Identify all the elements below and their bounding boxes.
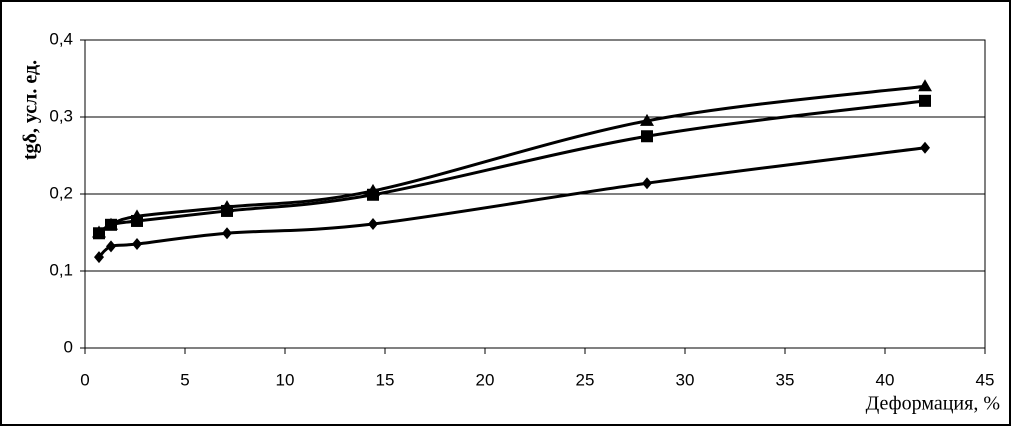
- marker: [92, 225, 106, 238]
- y-tick-label: 0,2: [49, 183, 73, 202]
- marker: [132, 238, 142, 251]
- x-tick-label: 0: [80, 370, 89, 389]
- x-tick-label: 45: [976, 370, 995, 389]
- marker: [106, 240, 116, 253]
- marker: [919, 94, 931, 107]
- marker: [104, 217, 118, 230]
- y-tick-label: 0: [64, 337, 73, 356]
- marker: [368, 218, 378, 231]
- x-tick-label: 30: [676, 370, 695, 389]
- x-tick-label: 10: [276, 370, 295, 389]
- series-line: [97, 146, 926, 259]
- marker: [640, 113, 654, 126]
- y-tick-label: 0,1: [49, 260, 73, 279]
- series-line: [98, 84, 926, 234]
- marker: [641, 130, 653, 143]
- x-tick-label: 35: [776, 370, 795, 389]
- x-tick-label: 15: [376, 370, 395, 389]
- y-tick-label: 0,4: [49, 29, 73, 48]
- marker: [920, 141, 930, 154]
- marker: [222, 227, 232, 240]
- x-tick-label: 20: [476, 370, 495, 389]
- x-axis-title: Деформация, %: [866, 393, 1000, 415]
- y-axis-title: tgδ, усл. ед.: [20, 60, 42, 160]
- y-tick-label: 0,3: [49, 106, 73, 125]
- marker: [642, 177, 652, 190]
- x-tick-label: 25: [576, 370, 595, 389]
- marker: [918, 79, 932, 92]
- marker: [130, 209, 144, 222]
- marker: [220, 200, 234, 213]
- marker: [366, 183, 380, 196]
- x-tick-label: 40: [876, 370, 895, 389]
- x-tick-label: 5: [180, 370, 189, 389]
- marker: [94, 251, 104, 264]
